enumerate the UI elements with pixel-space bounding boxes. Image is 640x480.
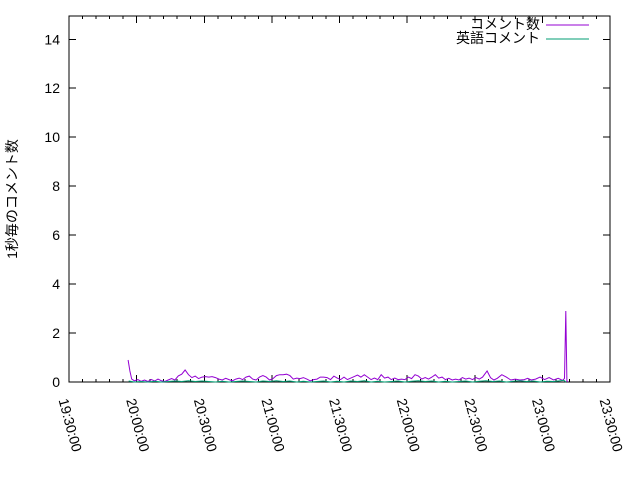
x-axis-tick-label: 23:00:00 bbox=[529, 397, 559, 454]
y-axis-tick-label: 2 bbox=[52, 325, 60, 341]
legend-label-1: 英語コメント bbox=[456, 30, 540, 46]
x-axis-tick-label: 21:00:00 bbox=[258, 397, 288, 454]
x-axis-tick-label: 23:30:00 bbox=[597, 397, 627, 454]
y-axis-tick-label: 12 bbox=[44, 80, 60, 96]
plot-border bbox=[68, 15, 611, 383]
x-axis-tick-label: 19:30:00 bbox=[56, 397, 86, 454]
x-axis-tick-label: 20:00:00 bbox=[123, 397, 153, 454]
series-line-1 bbox=[128, 379, 567, 383]
y-axis-tick-label: 10 bbox=[44, 129, 60, 145]
x-axis-tick-label: 20:30:00 bbox=[191, 397, 221, 454]
legend-label-0: コメント数 bbox=[470, 16, 540, 32]
y-axis-tick-label: 6 bbox=[52, 227, 60, 243]
series-line-0 bbox=[127, 310, 569, 383]
y-axis-tick-label: 8 bbox=[52, 178, 60, 194]
x-axis-tick-label: 22:00:00 bbox=[394, 397, 424, 454]
y-axis-tick-label: 14 bbox=[44, 31, 60, 47]
x-axis-tick-label: 21:30:00 bbox=[326, 397, 356, 454]
y-axis-tick-label: 0 bbox=[52, 374, 60, 390]
y-axis-tick-label: 4 bbox=[52, 276, 60, 292]
x-axis-tick-label: 22:30:00 bbox=[461, 397, 491, 454]
